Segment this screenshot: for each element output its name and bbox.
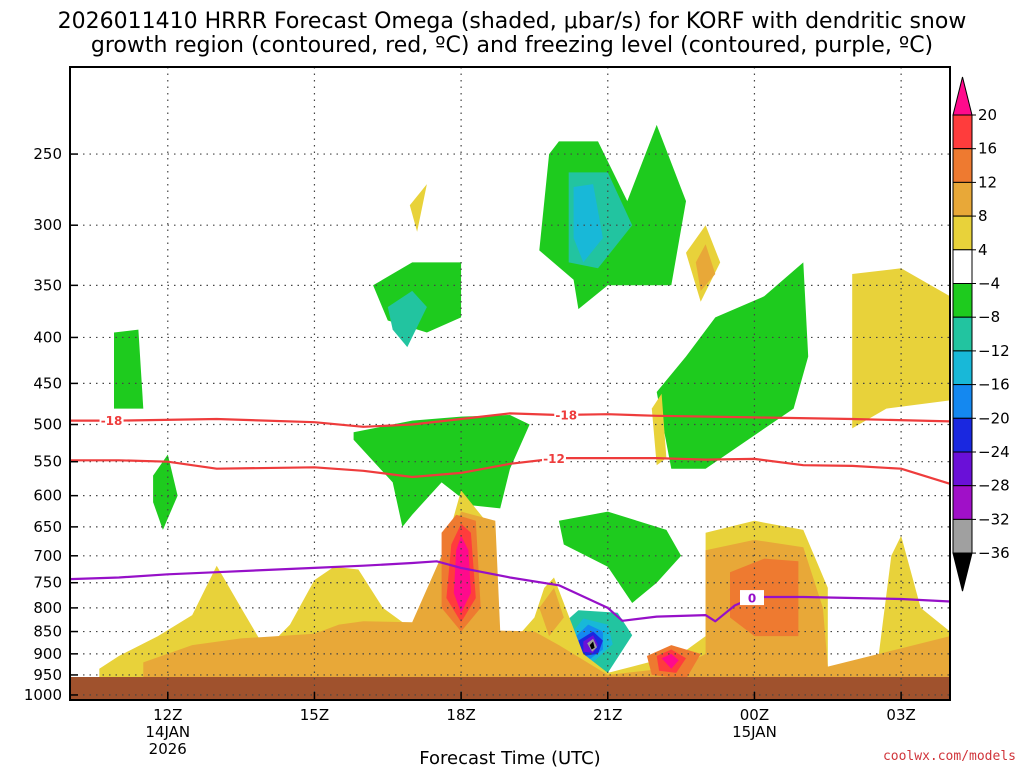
credit-text: coolwx.com/models: [883, 749, 1016, 764]
y-tick-label-250: 250: [33, 145, 62, 163]
colorbar-label-13: −36: [978, 544, 1010, 562]
ground-surface: [70, 677, 950, 700]
colorbar-segment-9: [952, 384, 973, 419]
colorbar-label-8: −16: [978, 376, 1010, 394]
colorbar-segment-10: [952, 417, 973, 453]
colorbar-segment-6: [952, 283, 973, 318]
colorbar-label-10: −24: [978, 443, 1010, 461]
omega-region-pos8-24: [695, 244, 716, 291]
contour-minus12-label-0: -12: [543, 452, 565, 466]
colorbar-label-0: 20: [978, 106, 997, 124]
contour-minus12-label-bg-0: [542, 450, 566, 466]
y-tick-label-1000: 1000: [24, 686, 62, 704]
omega-region-neg4-6: [558, 511, 682, 603]
colorbar-label-3: 8: [978, 207, 988, 225]
omega-region-pos4-18: [852, 268, 950, 429]
x-axis-label: Forecast Time (UTC): [419, 748, 600, 768]
y-tick-label-750: 750: [33, 574, 62, 592]
freezing-level-contour-label-0: 0: [748, 592, 756, 606]
omega-region-pos4-19: [651, 393, 667, 466]
omega-region-neg12-10: [573, 184, 603, 263]
y-tick-label-650: 650: [33, 518, 62, 536]
contour-minus12: [70, 457, 951, 485]
omega-region-neg4-3: [153, 454, 178, 530]
freezing-level-contour-label-bg-0: [740, 590, 764, 606]
colorbar-label-5: −4: [978, 275, 1000, 293]
contour-minus18: [70, 412, 951, 428]
colorbar-segment-7: [952, 316, 973, 352]
y-tick-label-450: 450: [33, 374, 62, 392]
chart-title-line-1: 2026011410 HRRR Forecast Omega (shaded, …: [58, 9, 967, 34]
contour-minus18-label-bg-0: [99, 412, 124, 428]
omega-region-pos8-22: [143, 511, 951, 682]
y-tick-label-600: 600: [33, 487, 62, 505]
x-tick-label-21: 21Z: [593, 706, 622, 724]
colorbar-top-arrow: [952, 76, 973, 116]
colorbar-segment-3: [952, 181, 973, 217]
x-tick-year-12: 2026: [149, 740, 187, 758]
y-tick-label-500: 500: [33, 416, 62, 434]
omega-region-pos20-31: [661, 653, 679, 669]
colorbar-segment-4: [952, 215, 973, 251]
colorbar-segment-2: [952, 148, 973, 183]
y-tick-label-350: 350: [33, 276, 62, 294]
freezing-level-contour: [69, 560, 951, 623]
y-tick-label-300: 300: [33, 216, 62, 234]
colorbar-segment-12: [952, 485, 973, 520]
omega-region-pos8-23: [539, 587, 564, 637]
colorbar: 20 16 12 8 4 −4 −8 −12 −16 −20 −24 −28 −32 −36: [952, 76, 1010, 592]
y-tick-label-800: 800: [33, 599, 62, 617]
colorbar-label-1: 16: [978, 140, 997, 158]
contour-lines: -18 -18 -12 0: [69, 406, 951, 623]
colorbar-segment-8: [952, 350, 973, 386]
colorbar-segment-5: [952, 249, 973, 285]
omega-region-neg4-4: [353, 415, 530, 527]
chart-title-line-2: growth region (contoured, red, ºC) and f…: [91, 33, 933, 58]
colorbar-label-11: −28: [978, 477, 1010, 495]
x-tick-date-12: 14JAN: [145, 723, 190, 741]
x-tick-date-24: 15JAN: [732, 723, 777, 741]
colorbar-label-4: 4: [978, 241, 988, 259]
colorbar-label-2: 12: [978, 173, 997, 191]
x-tick-label-18: 18Z: [446, 706, 475, 724]
y-axis: 250 300 350 400 450 500 550 600 650 700 750 800 850 9…: [24, 145, 78, 704]
omega-region-neg4-2: [114, 329, 144, 409]
colorbar-label-7: −12: [978, 342, 1010, 360]
colorbar-segment-13: [952, 518, 973, 554]
y-tick-label-900: 900: [33, 645, 62, 663]
contour-minus18-label-1: -18: [555, 408, 577, 422]
omega-region-neg36-16: [589, 641, 595, 650]
contour-minus18-label-0: -18: [101, 414, 123, 428]
colorbar-segment-1: [952, 114, 973, 150]
y-tick-label-700: 700: [33, 547, 62, 565]
colorbar-label-6: −8: [978, 308, 1000, 326]
y-tick-label-950: 950: [33, 666, 62, 684]
y-tick-label-550: 550: [33, 453, 62, 471]
colorbar-label-12: −32: [978, 510, 1010, 528]
omega-region-neg8-8: [387, 290, 427, 348]
colorbar-label-9: −20: [978, 409, 1010, 427]
x-tick-label-12: 12Z: [153, 706, 182, 724]
colorbar-segment-11: [952, 451, 973, 487]
y-tick-label-400: 400: [33, 328, 62, 346]
x-tick-label-24: 00Z: [740, 706, 769, 724]
omega-shading-layer: [99, 124, 951, 686]
y-tick-label-850: 850: [33, 623, 62, 641]
contour-minus18-label-bg-1: [554, 406, 579, 422]
colorbar-bottom-arrow: [952, 552, 973, 592]
x-tick-label-27: 03Z: [886, 706, 915, 724]
x-tick-label-15: 15Z: [300, 706, 329, 724]
omega-region-pos20-30: [453, 535, 471, 613]
omega-region-pos4-21: [409, 184, 427, 232]
